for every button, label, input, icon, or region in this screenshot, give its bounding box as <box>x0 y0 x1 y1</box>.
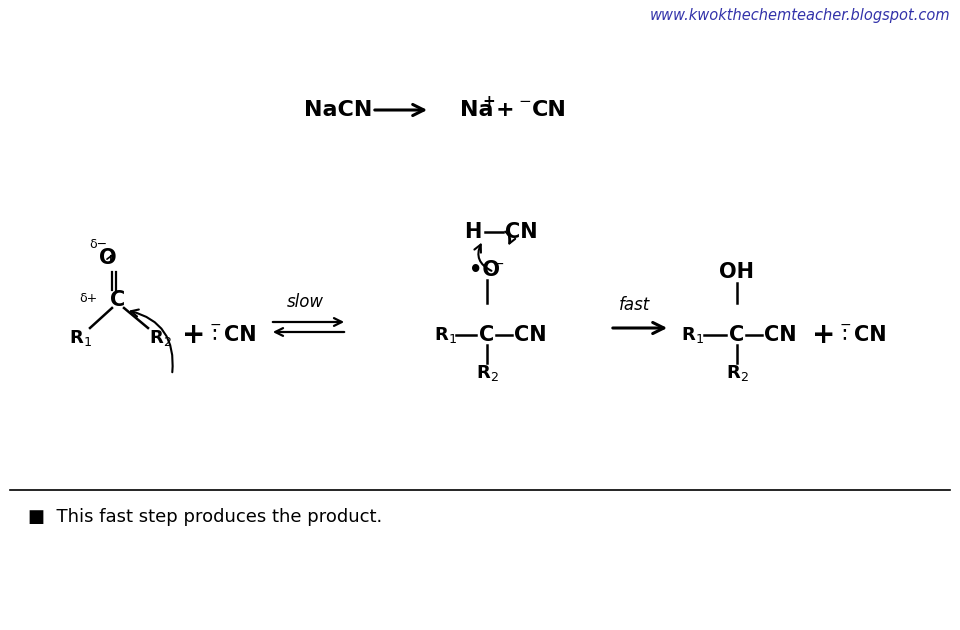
Text: slow: slow <box>286 293 324 311</box>
Text: ∶: ∶ <box>841 325 847 345</box>
Text: +: + <box>483 93 495 108</box>
Text: R$_2$: R$_2$ <box>475 363 498 383</box>
Text: δ−: δ− <box>89 239 108 251</box>
Text: +: + <box>812 321 836 349</box>
Text: R$_2$: R$_2$ <box>149 328 172 348</box>
FancyArrowPatch shape <box>131 309 173 372</box>
Text: +: + <box>182 321 205 349</box>
Text: R$_1$: R$_1$ <box>434 325 456 345</box>
Text: Na: Na <box>460 100 493 120</box>
Text: −: − <box>518 93 532 108</box>
Text: R$_2$: R$_2$ <box>726 363 749 383</box>
Text: H: H <box>465 222 482 242</box>
Text: ■  This fast step produces the product.: ■ This fast step produces the product. <box>28 508 382 526</box>
Text: R$_1$: R$_1$ <box>68 328 91 348</box>
Text: δ+: δ+ <box>79 292 97 304</box>
Text: •O: •O <box>469 260 500 280</box>
Text: C: C <box>730 325 745 345</box>
Text: CN: CN <box>224 325 256 345</box>
Text: ∶: ∶ <box>211 325 217 345</box>
FancyArrowPatch shape <box>505 232 516 243</box>
FancyArrowPatch shape <box>474 244 492 271</box>
Text: C: C <box>110 290 126 310</box>
Text: +: + <box>495 100 515 120</box>
Text: R$_1$: R$_1$ <box>681 325 704 345</box>
Text: CN: CN <box>532 100 566 120</box>
Text: CN: CN <box>505 222 538 242</box>
Text: −: − <box>839 318 851 332</box>
Text: NaCN: NaCN <box>303 100 372 120</box>
Text: −: − <box>209 318 221 332</box>
Text: www.kwokthechemteacher.blogspot.com: www.kwokthechemteacher.blogspot.com <box>649 8 950 23</box>
Text: C: C <box>479 325 494 345</box>
Text: CN: CN <box>514 325 546 345</box>
Text: −: − <box>492 257 504 271</box>
Text: fast: fast <box>619 296 651 314</box>
Text: OH: OH <box>719 262 755 282</box>
Text: O: O <box>99 248 117 268</box>
Text: CN: CN <box>854 325 887 345</box>
Text: CN: CN <box>764 325 797 345</box>
